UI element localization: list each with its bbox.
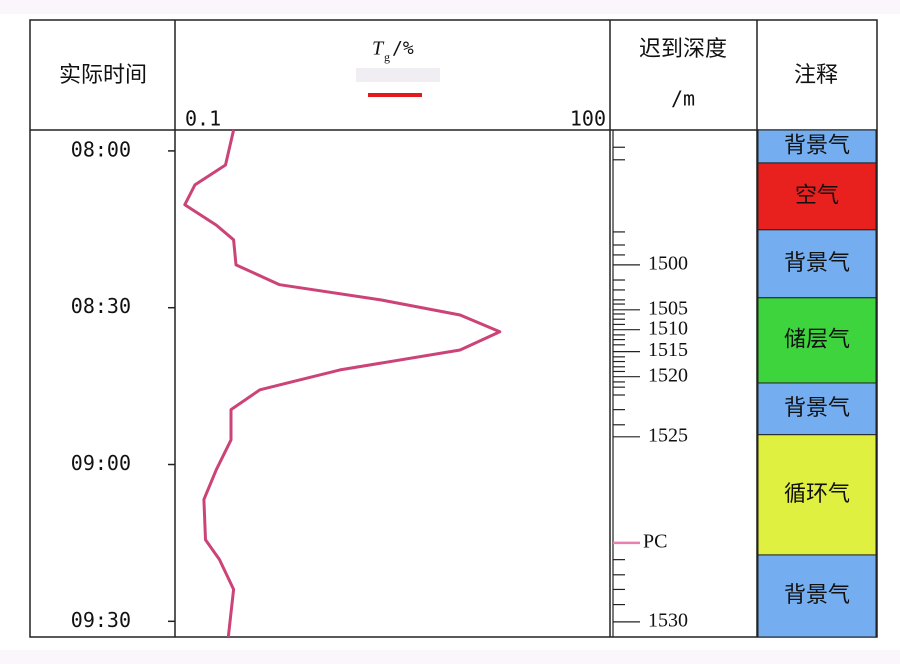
tg-unit: /% xyxy=(392,38,414,59)
legend-shadow xyxy=(356,68,440,82)
x-tick-label: 100 xyxy=(570,107,606,131)
depth-label: 1530 xyxy=(648,609,688,631)
note-label: 空气 xyxy=(795,183,839,208)
curve xyxy=(183,129,502,638)
note-block xyxy=(757,229,877,299)
tg-subscript: g xyxy=(384,50,390,64)
note-label: 循环气 xyxy=(784,482,850,507)
y-tick-label: 09:00 xyxy=(71,451,131,475)
x-tick-label: 0.1 xyxy=(185,107,221,131)
note-block xyxy=(757,162,877,231)
depth-marker-label: PC xyxy=(643,531,667,553)
bottom-band xyxy=(0,650,900,664)
top-band xyxy=(0,0,900,14)
note-label: 背景气 xyxy=(784,251,850,276)
y-tick-label: 08:30 xyxy=(71,294,131,318)
y-tick-label: 09:30 xyxy=(71,608,131,632)
time-header: 实际时间 xyxy=(59,63,147,88)
depth-unit: /m xyxy=(671,87,695,111)
depth-label: 1500 xyxy=(648,252,688,274)
notes-header: 注释 xyxy=(794,63,838,88)
frame xyxy=(29,19,878,638)
depth-label: 1525 xyxy=(648,424,688,446)
note-label: 背景气 xyxy=(784,583,850,608)
note-block xyxy=(757,129,877,164)
depth-label: 1505 xyxy=(648,297,688,319)
depth-label: 1515 xyxy=(648,339,688,361)
note-block xyxy=(757,554,877,638)
depth-label: 1520 xyxy=(648,364,688,386)
tg-header: T xyxy=(372,38,385,60)
note-label: 储层气 xyxy=(784,327,850,352)
y-tick-label: 08:00 xyxy=(71,137,131,161)
note-label: 背景气 xyxy=(784,133,850,158)
depth-header: 迟到深度 xyxy=(639,37,727,62)
note-label: 背景气 xyxy=(784,396,850,421)
note-block xyxy=(757,297,877,384)
depth-label: 1510 xyxy=(648,317,688,339)
